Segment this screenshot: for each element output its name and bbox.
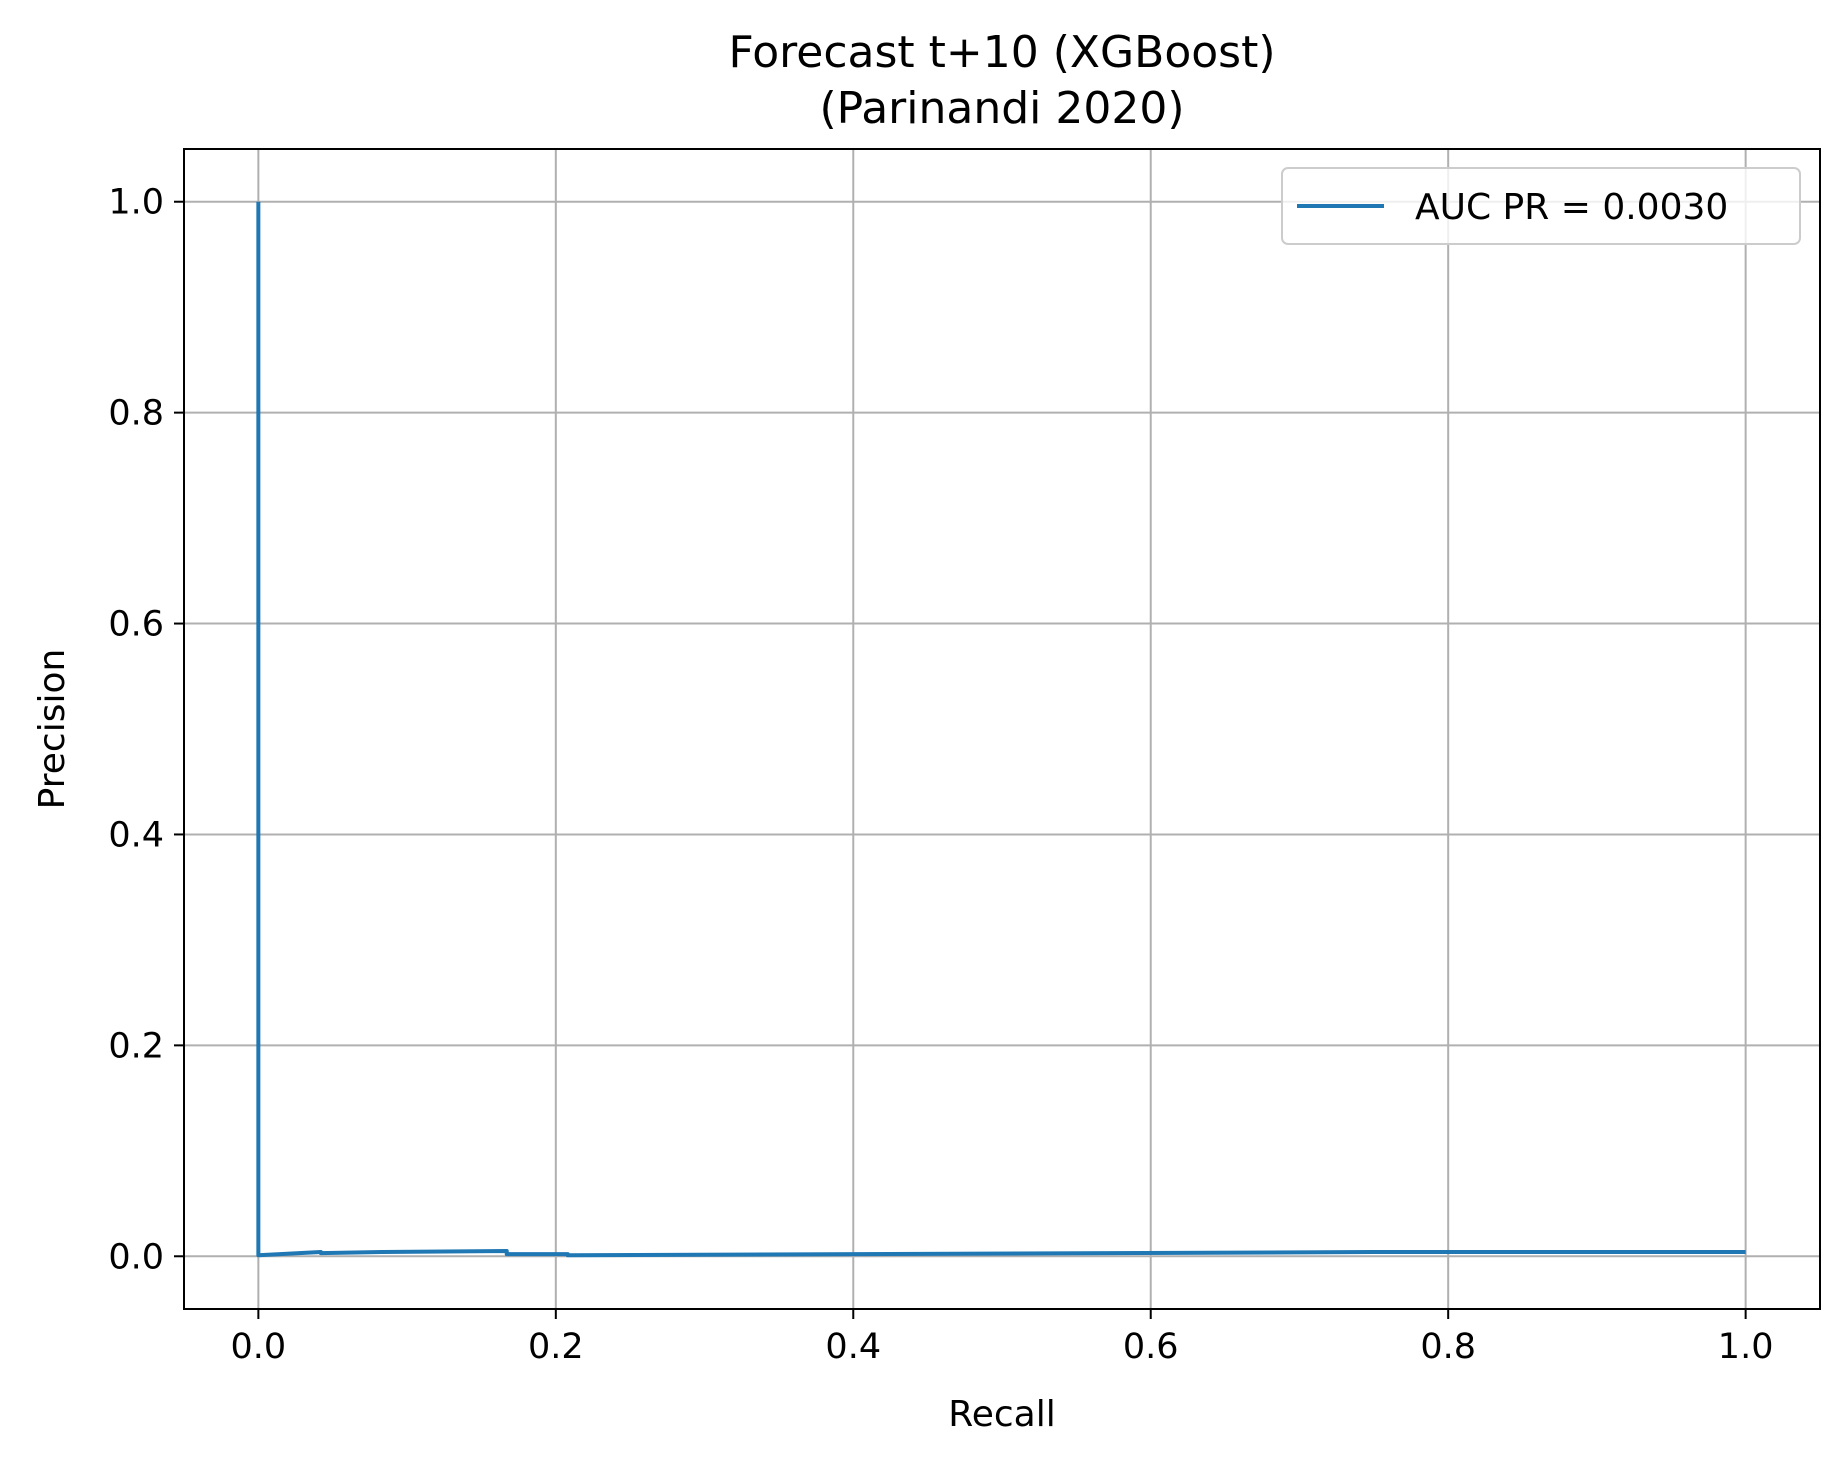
x-tick-label: 0.2 [528,1327,584,1367]
x-tick-label: 0.8 [1420,1327,1476,1367]
legend-box [1281,167,1801,245]
y-tick-label: 0.0 [108,1237,164,1277]
x-tick-label: 1.0 [1718,1327,1774,1367]
y-tick-label: 1.0 [108,183,164,223]
y-axis-label: Precision [32,649,73,810]
grid [184,149,1820,1309]
y-tick-label: 0.2 [108,1026,164,1066]
y-tick-label: 0.6 [108,605,164,645]
x-tick-label: 0.6 [1123,1327,1179,1367]
series-layer [256,201,1746,1258]
legend: AUC PR = 0.0030 [1281,167,1801,245]
series-line-pr-curve [256,201,1746,1258]
x-tick-label: 0.4 [825,1327,881,1367]
y-axis: 0.0 0.2 0.4 0.6 0.8 1.0 [108,183,184,1277]
y-tick-label: 0.4 [108,815,164,855]
x-tick-label: 0.0 [231,1327,287,1367]
x-axis: 0.0 0.2 0.4 0.6 0.8 1.0 [231,1309,1774,1367]
chart-subtitle: (Parinandi 2020) [819,83,1184,134]
legend-label: AUC PR = 0.0030 [1415,187,1728,228]
x-axis-label: Recall [948,1394,1055,1435]
y-tick-label: 0.8 [108,394,164,434]
plot-frame [183,148,1821,1310]
chart-title: Forecast t+10 (XGBoost) [728,27,1275,78]
